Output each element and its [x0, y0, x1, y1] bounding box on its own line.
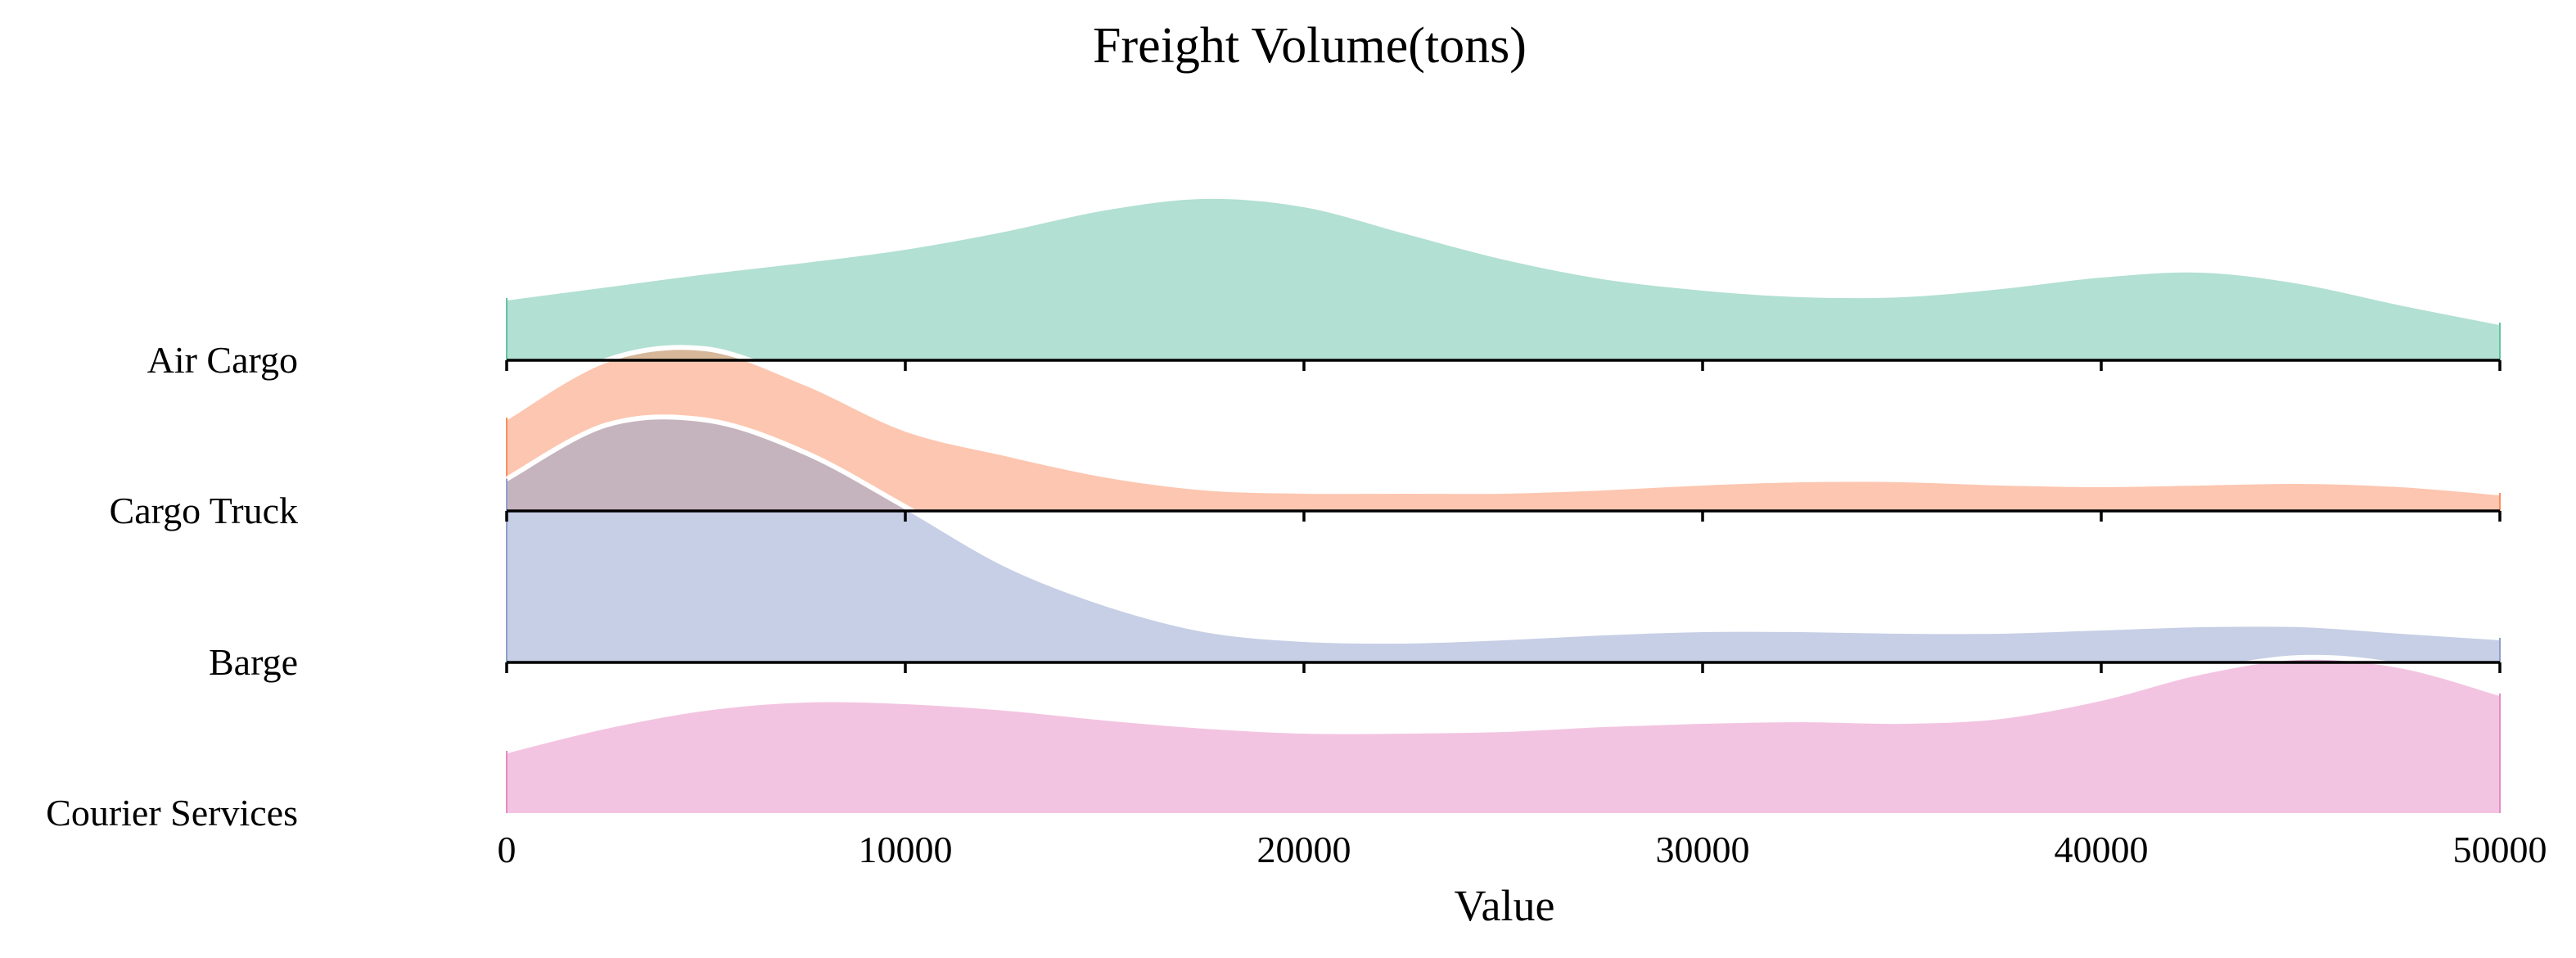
x-tick-label: 20000: [1257, 829, 1351, 870]
x-tick-label: 10000: [859, 829, 953, 870]
ridge-area-barge: [507, 417, 2500, 662]
ridge-outline-courier-services: [506, 654, 2501, 753]
ridge-area-air-cargo: [507, 196, 2500, 360]
x-tick-label: 50000: [2453, 829, 2547, 870]
category-label-barge: Barge: [209, 641, 298, 683]
category-label-air-cargo: Air Cargo: [147, 339, 298, 381]
category-label-courier-services: Courier Services: [46, 792, 298, 834]
x-tick-label: 40000: [2055, 829, 2149, 870]
x-tick-label: 0: [498, 829, 517, 870]
x-tick-label: 30000: [1656, 829, 1750, 870]
chart-title: Freight Volume(tons): [1093, 18, 1527, 74]
ridges-group: [505, 193, 2501, 813]
ridge-outline-cargo-truck: [505, 345, 2501, 495]
ridge-outline-barge: [505, 414, 2501, 644]
x-axis-label: Value: [1455, 881, 1555, 930]
axes-group: Air Cargo Cargo Truck Barge Courier Service…: [46, 339, 2547, 870]
category-label-cargo-truck: Cargo Truck: [110, 490, 298, 531]
ridge-outline-air-cargo: [506, 193, 2501, 325]
ridge-area-courier-services: [507, 657, 2500, 813]
ridge-area-cargo-truck: [507, 347, 2500, 511]
